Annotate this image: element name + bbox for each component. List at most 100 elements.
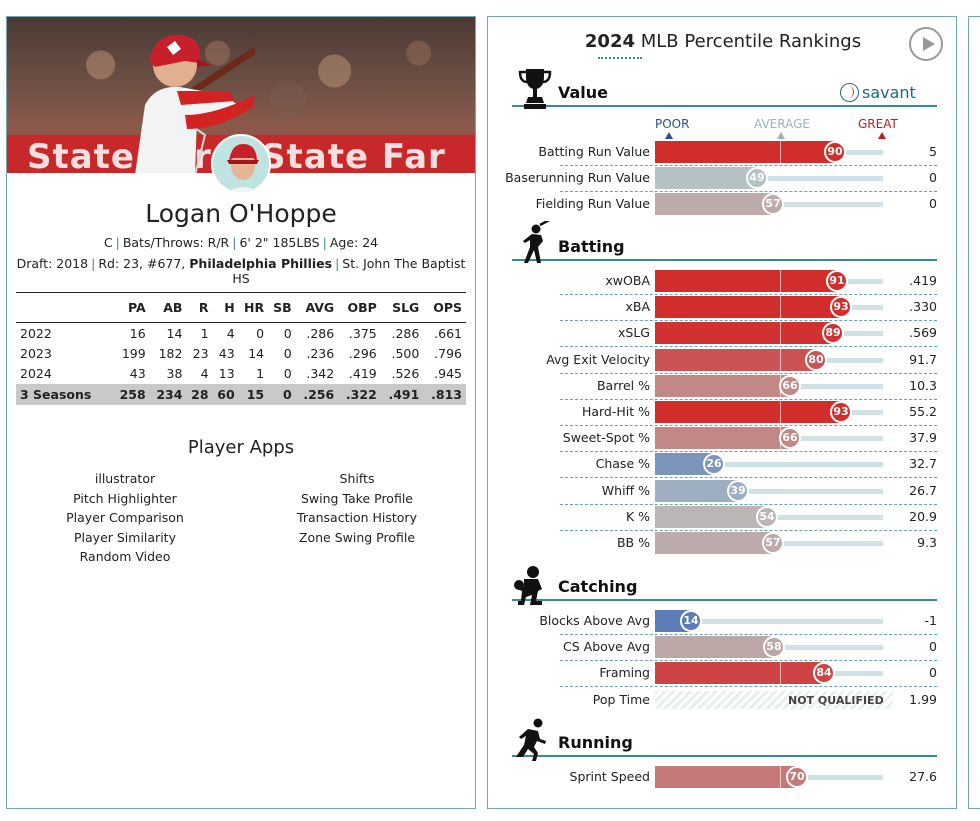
percentile-track <box>757 176 883 182</box>
percentile-track <box>691 619 883 624</box>
app-link-player-similarity[interactable]: Player Similarity <box>74 529 176 545</box>
percentile-bar-xslg[interactable] <box>655 322 834 345</box>
percentile-bubble-chase-[interactable]: 26 <box>703 453 725 476</box>
player-headshot-icon <box>213 136 269 192</box>
section-divider-value <box>512 105 937 107</box>
percentile-track <box>824 671 883 677</box>
percentile-bar-barrel-[interactable] <box>655 374 791 397</box>
row-divider <box>560 191 937 193</box>
separator: | <box>115 235 120 250</box>
app-link-zone-swing-profile[interactable]: Zone Swing Profile <box>298 529 416 545</box>
metric-value-sprint-speed: 27.6 <box>909 769 937 784</box>
scale-average: AVERAGE <box>754 117 810 131</box>
percentile-bubble-batting-run-value[interactable]: 90 <box>824 141 846 163</box>
app-link-random-video[interactable]: Random Video <box>79 549 171 565</box>
average-line <box>780 296 781 319</box>
stat-cell: .796 <box>434 345 462 361</box>
percentile-bar-whiff-[interactable] <box>655 479 739 502</box>
percentile-bubble-sprint-speed[interactable]: 70 <box>786 766 808 788</box>
stats-header-h: H <box>212 292 239 323</box>
section-title-value: Value <box>558 83 609 102</box>
percentile-bubble-k-[interactable]: 54 <box>756 505 778 528</box>
percentile-bubble-barrel-[interactable]: 66 <box>779 374 801 397</box>
metric-value-xba: .330 <box>909 299 937 315</box>
percentile-track <box>816 357 883 363</box>
percentile-bubble-whiff-[interactable]: 39 <box>727 479 749 502</box>
percentile-bubble-hard-hit-[interactable]: 93 <box>830 401 852 423</box>
percentile-bar-xba[interactable] <box>655 296 842 319</box>
stat-cell: 258 <box>112 384 150 405</box>
row-divider <box>560 372 937 374</box>
percentile-bubble-avg-exit-velocity[interactable]: 80 <box>805 348 827 371</box>
section-title-catching: Catching <box>558 577 638 596</box>
stats-body: 2022 16 14 1 4 0 0.286.375.286.661 2023 199 182 23… <box>16 323 466 405</box>
trophy-icon <box>518 67 552 111</box>
stat-cell: .500 <box>391 345 420 361</box>
app-link-swing-take-profile[interactable]: Swing Take Profile <box>300 490 413 506</box>
row-divider <box>560 477 937 479</box>
average-line <box>780 141 781 163</box>
percentile-bar-hard-hit-[interactable] <box>655 401 842 423</box>
stat-cell: .526 <box>391 366 420 382</box>
apps-list-left: illustrator Pitch Highlighter Player Compa… <box>25 471 225 569</box>
percentile-bubble-xba[interactable]: 93 <box>830 296 852 319</box>
percentile-bubble-framing[interactable]: 84 <box>813 662 835 685</box>
percentile-bar-sweet-spot-[interactable] <box>655 427 791 450</box>
percentile-bar-xwoba[interactable] <box>655 270 838 292</box>
percentile-bar-bb-[interactable] <box>655 532 774 554</box>
app-link-shifts[interactable]: Shifts <box>339 471 375 486</box>
percentile-track <box>790 383 883 389</box>
percentile-bar-framing[interactable] <box>655 662 825 685</box>
stat-cell: 234 <box>149 384 187 405</box>
percentile-bubble-bb-[interactable]: 57 <box>762 532 784 554</box>
percentile-track <box>833 331 883 337</box>
baseball-icon <box>840 83 859 102</box>
percentile-bar-avg-exit-velocity[interactable] <box>655 348 817 371</box>
percentile-bubble-xslg[interactable]: 89 <box>822 322 844 345</box>
stat-cell: .236 <box>306 345 335 361</box>
percentile-bubble-fielding-run-value[interactable]: 57 <box>762 193 784 216</box>
draft-year: Draft: 2018 <box>16 256 89 271</box>
app-link-transaction-history[interactable]: Transaction History <box>297 510 417 526</box>
stat-cell: 182 <box>158 345 183 361</box>
percentile-bar-cs-above-avg[interactable] <box>655 636 775 659</box>
metric-label-sprint-speed: Sprint Speed <box>569 769 650 784</box>
stats-header-r: R <box>186 292 213 323</box>
player-name: Logan O'Hoppe <box>145 199 337 228</box>
metric-label-xba: xBA <box>625 299 650 315</box>
percentile-bar-batting-run-value[interactable] <box>655 141 836 163</box>
savant-logo[interactable]: savant <box>840 83 916 102</box>
metric-value-barrel-: 10.3 <box>909 377 937 393</box>
stat-cell: .322 <box>338 384 381 405</box>
percentile-bubble-cs-above-avg[interactable]: 58 <box>763 636 785 659</box>
app-link-player-comparison[interactable]: Player Comparison <box>66 510 184 526</box>
percentile-bar-fielding-run-value[interactable] <box>655 193 774 216</box>
metric-value-sweet-spot-: 37.9 <box>909 430 937 446</box>
percentile-bar-baserunning-run-value[interactable] <box>655 167 758 190</box>
stat-cell: .375 <box>348 325 377 341</box>
app-link-pitch-highlighter[interactable]: Pitch Highlighter <box>73 490 177 506</box>
row-divider <box>560 503 937 505</box>
play-button[interactable] <box>909 27 943 61</box>
stat-cell: .419 <box>348 366 377 382</box>
row-divider <box>560 425 937 426</box>
percentile-bubble-baserunning-run-value[interactable]: 49 <box>746 167 768 190</box>
app-link-illustrator[interactable]: illustrator <box>94 471 156 486</box>
percentile-bubble-blocks-above-avg[interactable]: 14 <box>680 610 702 632</box>
table-row: 2023 199 182 23 43 14 0 .236 .296 .500 .796 <box>16 343 466 364</box>
row-divider <box>560 165 937 166</box>
table-row: 2022 16 14 1 4 0 0.286.375.286.661 <box>16 323 466 344</box>
percentile-track <box>841 410 883 415</box>
metric-label-hard-hit-: Hard-Hit % <box>581 404 650 419</box>
section-divider-running <box>512 755 937 757</box>
separator: | <box>232 235 237 250</box>
percentile-bar-chase-[interactable] <box>655 453 715 476</box>
percentile-bar-k-[interactable] <box>655 505 768 528</box>
section-title-batting: Batting <box>558 237 625 256</box>
percentile-bubble-sweet-spot-[interactable]: 66 <box>779 427 801 450</box>
percentile-bar-sprint-speed[interactable] <box>655 766 798 788</box>
metric-label-sweet-spot-: Sweet-Spot % <box>562 430 650 446</box>
metric-value-bb-: 9.3 <box>917 535 937 550</box>
separator: | <box>91 256 96 271</box>
percentile-bubble-xwoba[interactable]: 91 <box>826 270 848 292</box>
